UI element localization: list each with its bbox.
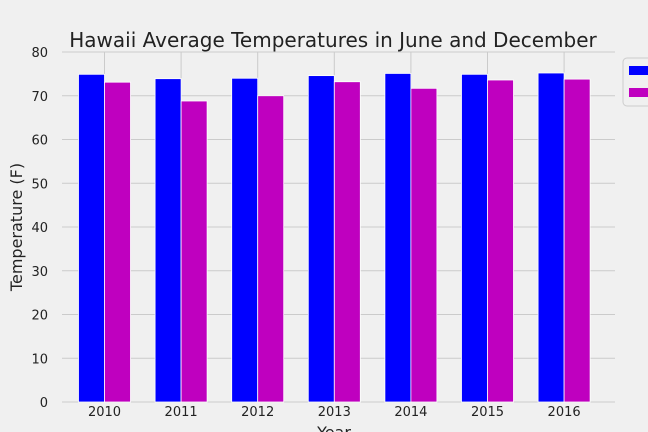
chart-title: Hawaii Average Temperatures in June and …: [69, 28, 597, 52]
bar-december-2015: [487, 79, 514, 403]
x-tick-label: 2010: [88, 405, 121, 420]
y-tick-label: 70: [31, 90, 48, 105]
bar-december-2014: [410, 87, 438, 403]
legend: [622, 57, 648, 107]
y-tick-label: 60: [31, 134, 48, 149]
bar-june-2015: [461, 73, 488, 403]
bar-december-2012: [257, 95, 285, 403]
y-tick-label: 50: [31, 177, 48, 192]
y-tick-label: 30: [31, 265, 48, 280]
bar-june-2016: [537, 72, 565, 403]
legend-swatch-june: [629, 66, 648, 75]
legend-box: [622, 57, 648, 107]
bar-june-2014: [384, 73, 412, 403]
x-tick-label: 2013: [318, 405, 351, 420]
bar-june-2011: [154, 78, 182, 403]
bars: [78, 72, 591, 403]
x-tick-label: 2014: [394, 405, 427, 420]
y-tick-label: 20: [31, 309, 48, 324]
x-axis-ticks: 2010 2011 2012 2013 2014 2015 2016: [88, 405, 581, 420]
bar-june-2010: [78, 73, 105, 403]
y-tick-label: 0: [40, 396, 48, 411]
bar-december-2010: [104, 81, 131, 403]
legend-swatch-december: [629, 88, 648, 97]
bar-june-2013: [307, 75, 335, 403]
bar-december-2013: [333, 81, 361, 403]
y-tick-label: 80: [31, 46, 48, 61]
y-tick-label: 40: [31, 221, 48, 236]
bar-december-2011: [180, 100, 208, 403]
y-axis-label: Temperature (F): [7, 163, 26, 292]
x-tick-label: 2016: [548, 405, 581, 420]
y-axis-ticks: 0 10 20 30 40 50 60 70 80: [31, 46, 48, 411]
y-tick-label: 10: [31, 352, 48, 367]
x-tick-label: 2011: [165, 405, 198, 420]
x-tick-label: 2015: [471, 405, 504, 420]
bar-december-2016: [563, 78, 591, 403]
bar-june-2012: [231, 77, 259, 403]
x-axis-label: Year: [316, 423, 351, 432]
x-tick-label: 2012: [241, 405, 274, 420]
